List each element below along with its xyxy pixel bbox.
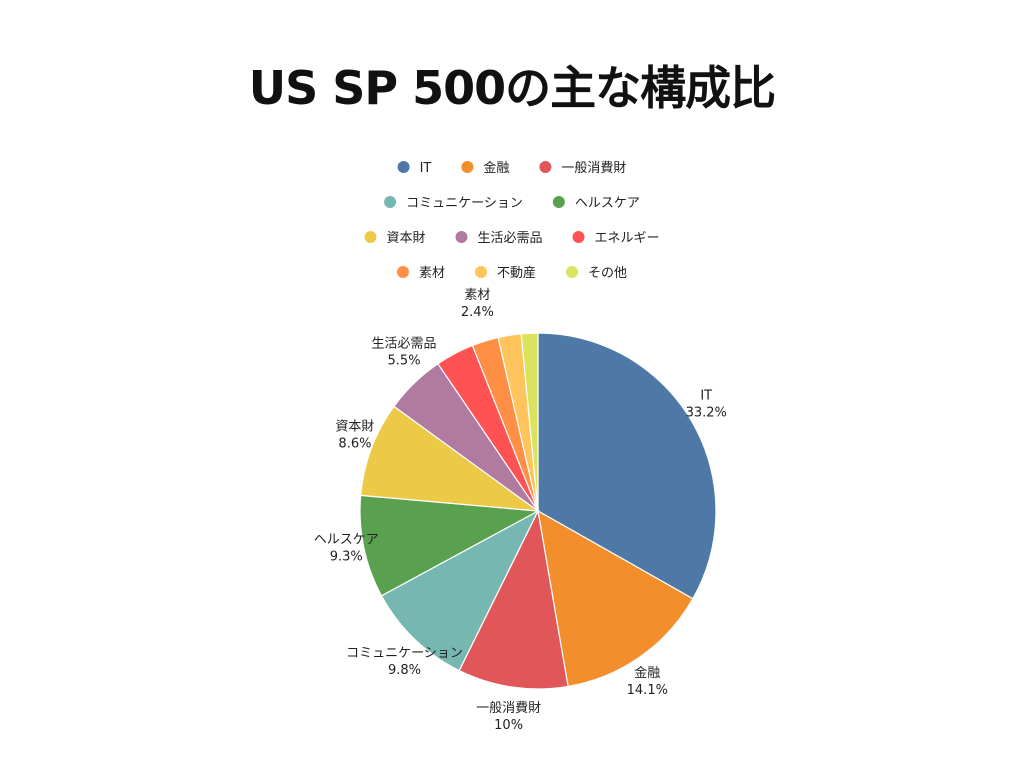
slice-label-name-0: IT bbox=[700, 388, 712, 403]
slice-1 bbox=[537, 509, 694, 688]
slice-10 bbox=[520, 332, 539, 512]
slice-2 bbox=[458, 509, 569, 690]
slice-label-value-3: 9.8% bbox=[388, 663, 421, 678]
legend-marker-10 bbox=[566, 266, 579, 278]
slice-label-name-4: ヘルスケア bbox=[314, 532, 379, 547]
pie-slices bbox=[359, 332, 717, 690]
slice-labels: IT 33.2% 金融 14.1% 一般消費財 10% コミュニケーション 9.8% ヘルスケア… bbox=[314, 288, 727, 733]
legend-label-1: 金融 bbox=[483, 160, 509, 176]
legend-marker-6 bbox=[455, 231, 468, 243]
slice-label-value-8: 2.4% bbox=[461, 305, 494, 320]
slice-3 bbox=[380, 509, 540, 672]
slice-label-name-3: コミュニケーション bbox=[346, 646, 463, 661]
slice-label-value-6: 5.5% bbox=[388, 354, 421, 369]
slice-4 bbox=[359, 494, 541, 597]
legend-label-9: 不動産 bbox=[497, 265, 536, 281]
legend-label-5: 資本財 bbox=[386, 231, 425, 246]
slice-label-name-5: 資本財 bbox=[335, 419, 374, 434]
legend-marker-2 bbox=[539, 161, 552, 173]
legend-label-7: エネルギー bbox=[595, 231, 660, 246]
legend-marker-3 bbox=[384, 196, 397, 208]
legend-label-8: 素材 bbox=[419, 266, 445, 281]
slice-label-value-5: 8.6% bbox=[338, 436, 371, 451]
legend-label-2: 一般消費財 bbox=[561, 160, 626, 176]
slice-label-name-1: 金融 bbox=[634, 665, 660, 681]
slice-label-value-1: 14.1% bbox=[627, 683, 668, 698]
slice-label-name-6: 生活必需品 bbox=[372, 337, 437, 352]
legend-marker-5 bbox=[364, 231, 377, 243]
legend-marker-9 bbox=[474, 266, 487, 278]
legend-marker-7 bbox=[572, 231, 585, 243]
legend-label-0: IT bbox=[420, 161, 432, 176]
legend-label-10: その他 bbox=[588, 266, 627, 281]
slice-label-value-0: 33.2% bbox=[686, 405, 727, 420]
legend-label-6: 生活必需品 bbox=[477, 231, 542, 246]
slice-label-name-2: 一般消費財 bbox=[476, 700, 541, 716]
legend-marker-8 bbox=[396, 266, 409, 278]
legend-marker-4 bbox=[552, 196, 565, 208]
legend-label-3: コミュニケーション bbox=[406, 196, 523, 211]
legend-marker-1 bbox=[461, 161, 474, 173]
slice-label-value-4: 9.3% bbox=[330, 549, 363, 564]
legend-marker-0 bbox=[397, 161, 410, 173]
chart-title: US SP 500の主な構成比 bbox=[248, 61, 776, 115]
slice-label-value-2: 10% bbox=[494, 718, 523, 733]
legend-label-4: ヘルスケア bbox=[575, 196, 640, 211]
slice-0 bbox=[537, 332, 717, 600]
slice-label-name-8: 素材 bbox=[464, 288, 490, 303]
slice-5 bbox=[360, 405, 541, 512]
